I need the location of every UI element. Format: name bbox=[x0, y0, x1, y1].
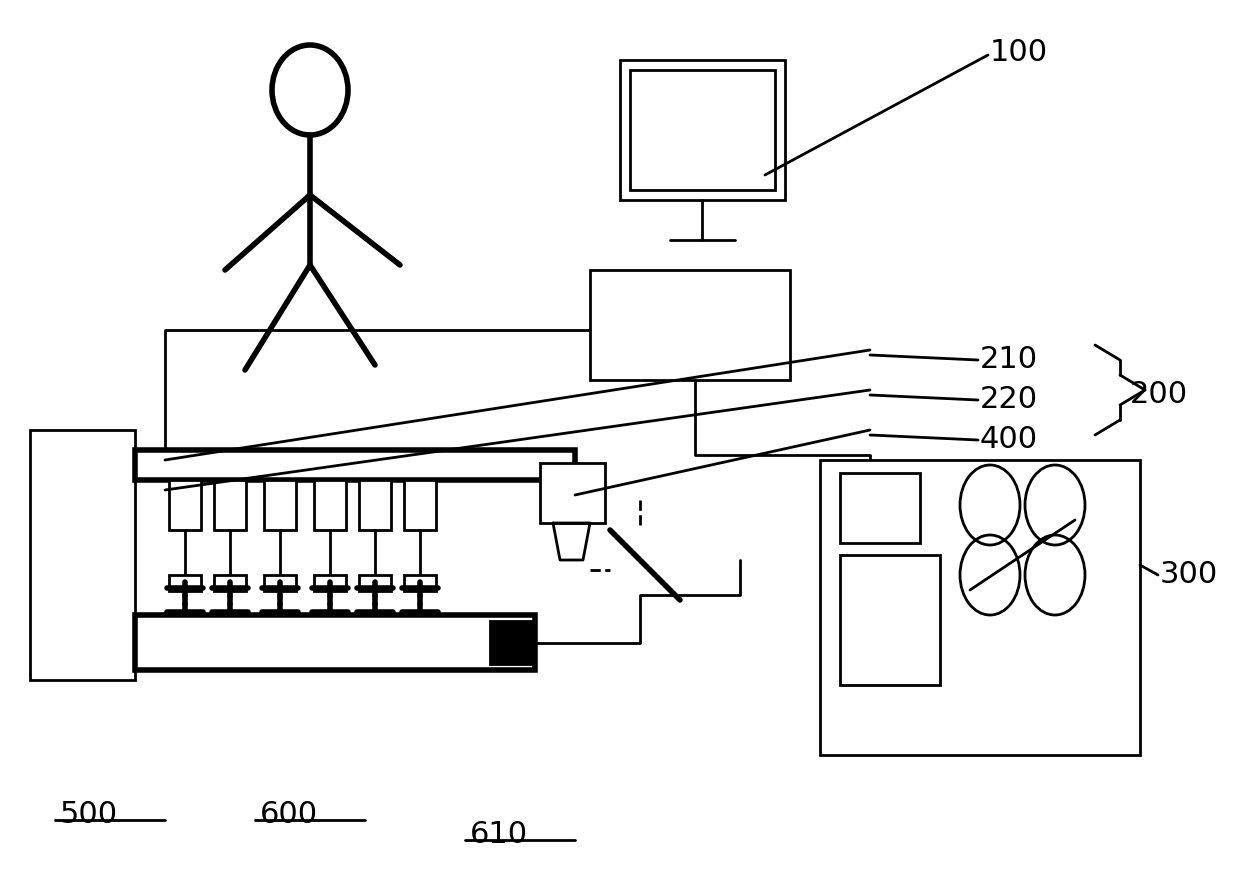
Text: 400: 400 bbox=[980, 425, 1038, 454]
Bar bbox=[820, 460, 1140, 755]
Bar bbox=[490, 621, 534, 664]
Bar bbox=[314, 480, 346, 530]
Text: 220: 220 bbox=[980, 385, 1038, 414]
Bar bbox=[135, 450, 575, 480]
Bar bbox=[360, 480, 391, 530]
Bar bbox=[404, 480, 436, 530]
Bar bbox=[360, 575, 391, 591]
Text: 500: 500 bbox=[60, 800, 118, 829]
Bar bbox=[630, 70, 775, 190]
Bar bbox=[590, 270, 790, 380]
Bar bbox=[215, 480, 246, 530]
Bar bbox=[404, 575, 436, 591]
Text: 200: 200 bbox=[1130, 380, 1188, 409]
Bar bbox=[839, 473, 920, 543]
Text: 300: 300 bbox=[1159, 560, 1218, 589]
Text: 210: 210 bbox=[980, 345, 1038, 374]
Bar bbox=[135, 615, 534, 670]
Bar bbox=[314, 575, 346, 591]
Bar bbox=[215, 575, 246, 591]
Bar bbox=[539, 463, 605, 523]
Bar bbox=[839, 555, 940, 685]
Text: 610: 610 bbox=[470, 820, 528, 849]
Bar bbox=[264, 480, 296, 530]
Text: 100: 100 bbox=[990, 38, 1048, 67]
Bar bbox=[169, 480, 201, 530]
Bar bbox=[620, 60, 785, 200]
Bar bbox=[264, 575, 296, 591]
Bar bbox=[30, 430, 135, 680]
Text: 600: 600 bbox=[260, 800, 319, 829]
Bar bbox=[169, 575, 201, 591]
